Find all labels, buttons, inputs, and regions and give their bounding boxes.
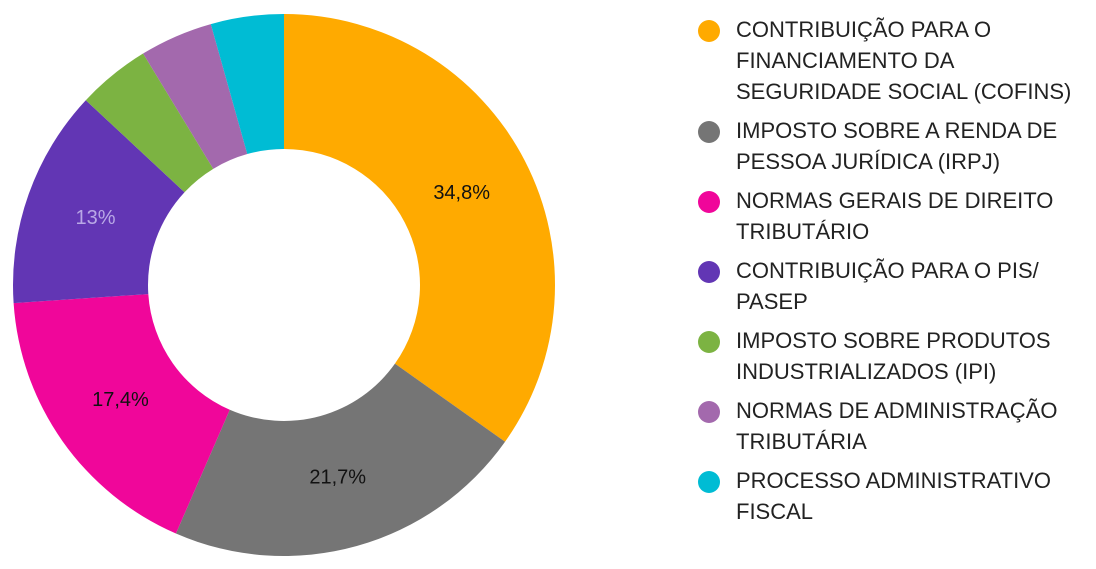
pie-slice <box>85 53 214 193</box>
legend-item: CONTRIBUIÇÃO PARA O FINANCIAMENTO DA SEG… <box>696 14 1096 107</box>
legend-swatch <box>698 471 720 493</box>
slice-data-label: 21,7% <box>309 467 366 489</box>
legend-label: PROCESSO ADMINISTRATIVO FISCAL <box>736 468 1051 524</box>
legend-label: IMPOSTO SOBRE A RENDA DE PESSOA JURÍDICA… <box>736 118 1058 174</box>
legend-swatch <box>698 331 720 353</box>
pie-slice <box>143 24 248 169</box>
pie-slice <box>210 14 284 155</box>
legend-label: NORMAS DE ADMINISTRAÇÃO TRIBUTÁRIA <box>736 398 1058 454</box>
legend-item: NORMAS GERAIS DE DIREITO TRIBUTÁRIO <box>696 185 1096 247</box>
legend-item: IMPOSTO SOBRE PRODUTOS INDUSTRIALIZADOS … <box>696 325 1096 387</box>
slice-data-label: 34,8% <box>433 182 490 204</box>
pie-slice <box>13 294 230 534</box>
legend-swatch <box>698 191 720 213</box>
legend-item: CONTRIBUIÇÃO PARA O PIS/ PASEP <box>696 255 1096 317</box>
legend-item: IMPOSTO SOBRE A RENDA DE PESSOA JURÍDICA… <box>696 115 1096 177</box>
legend-swatch <box>698 20 720 42</box>
slice-data-label: 13% <box>76 207 116 229</box>
legend-label: NORMAS GERAIS DE DIREITO TRIBUTÁRIO <box>736 188 1054 244</box>
pie-slice <box>12 100 185 304</box>
slice-data-label: 17,4% <box>92 389 149 411</box>
legend-swatch <box>698 401 720 423</box>
legend-swatch <box>698 121 720 143</box>
legend-label: CONTRIBUIÇÃO PARA O PIS/ PASEP <box>736 258 1039 314</box>
pie-slice <box>175 363 506 556</box>
legend-swatch <box>698 261 720 283</box>
pie-slice <box>284 14 555 442</box>
donut-chart: 34,8% 21,7% 17,4% 13% <box>12 14 555 556</box>
legend-label: CONTRIBUIÇÃO PARA O FINANCIAMENTO DA SEG… <box>736 17 1072 104</box>
chart-legend: CONTRIBUIÇÃO PARA O FINANCIAMENTO DA SEG… <box>696 14 1096 535</box>
legend-label: IMPOSTO SOBRE PRODUTOS INDUSTRIALIZADOS … <box>736 328 1051 384</box>
legend-item: PROCESSO ADMINISTRATIVO FISCAL <box>696 465 1096 527</box>
legend-item: NORMAS DE ADMINISTRAÇÃO TRIBUTÁRIA <box>696 395 1096 457</box>
